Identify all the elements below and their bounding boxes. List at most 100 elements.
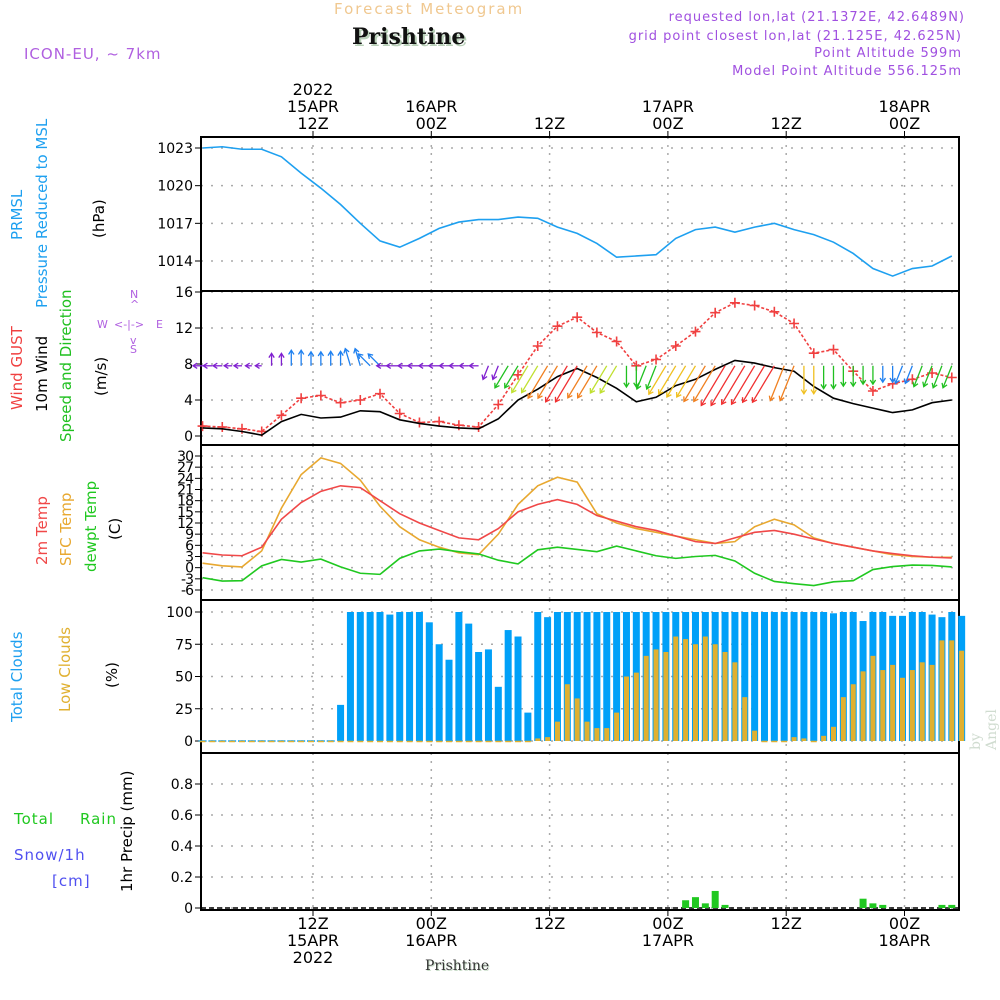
wind-arrow	[504, 365, 519, 389]
gust-marker	[355, 395, 366, 405]
rain-bar	[701, 903, 709, 908]
y-tick-label: 1017	[157, 216, 193, 232]
wind-arrow	[354, 348, 361, 366]
wind-arrow-head	[494, 382, 500, 389]
wind-arrow-head	[800, 389, 808, 396]
gust-marker	[611, 336, 622, 347]
y-tick-label: 21	[177, 483, 193, 499]
wind-arrow-head	[768, 395, 775, 402]
y-tick-label: 12	[177, 516, 193, 532]
wind-arrow	[648, 365, 667, 395]
wind-arrow-head	[491, 374, 498, 381]
low-cloud-bar	[594, 728, 600, 741]
low-cloud-bar	[791, 737, 797, 741]
y-tick-label: 16	[175, 285, 193, 301]
wind-arrow-head	[232, 362, 239, 370]
wind-arrow-head	[511, 387, 517, 394]
wind-arrow	[676, 365, 697, 398]
y-tick-label: 6	[185, 538, 194, 554]
top-year-label: 2022	[293, 80, 334, 99]
low-cloud-bar	[692, 644, 698, 741]
wind-arrow	[923, 365, 933, 387]
wind-arrow	[521, 365, 539, 393]
compass-rose: N ^ <-|-> W E v S	[90, 288, 163, 358]
wind-arrow-head	[327, 350, 334, 356]
y-tick-label: 30	[177, 449, 193, 465]
total-cloud-bar	[445, 659, 453, 741]
wind-arrow	[527, 365, 549, 399]
y-tick-label: 9	[185, 527, 193, 543]
total-cloud-bar	[455, 612, 463, 741]
wind-arrow	[494, 365, 509, 389]
total-cloud-bar	[376, 612, 384, 741]
compass-arrow-down-icon: v	[130, 334, 137, 347]
low-cloud-bar	[801, 738, 807, 741]
gust-marker	[769, 306, 780, 317]
bottom-x-tick-label: 12Z	[297, 914, 328, 933]
wind-arrow-head	[675, 391, 682, 399]
wind-arrow-head	[353, 347, 360, 354]
wind-arrow-head	[751, 397, 758, 404]
total-cloud-bar	[573, 612, 581, 741]
gust-marker	[552, 321, 563, 332]
wind-arrow	[942, 365, 953, 389]
wind-arrow	[769, 365, 785, 401]
wind-arrow-head	[931, 382, 938, 389]
low-cloud-bar	[584, 721, 590, 741]
top-x-tick-label: 16APR	[405, 97, 457, 116]
wind-arrow	[751, 365, 775, 403]
low-cloud-bar	[752, 730, 758, 741]
wind-arrow	[589, 365, 608, 394]
low-cloud-bar	[564, 684, 570, 741]
gust-marker	[710, 307, 721, 318]
low-cloud-bar	[604, 728, 610, 741]
wind-arrow	[567, 365, 588, 399]
wind-arrow-head	[438, 362, 444, 370]
wind-arrow-head	[357, 353, 364, 360]
bottom-x-tick-label: 2022	[293, 948, 334, 967]
wind-arrow-head	[849, 381, 857, 388]
low-cloud-bar	[653, 649, 659, 741]
wind-arrow-head	[254, 362, 260, 370]
low-cloud-bar	[683, 639, 689, 741]
model-label: ICON-EU, ~ 7km	[24, 45, 162, 63]
rain-bar	[859, 898, 867, 908]
total-cloud-bar	[583, 612, 591, 741]
top-x-tick-label: 00Z	[652, 114, 683, 133]
chart-subtitle: Forecast Meteogram	[334, 0, 525, 18]
gust-marker	[808, 348, 819, 359]
total-cloud-bar	[849, 612, 857, 741]
gust-marker	[315, 390, 326, 401]
wind-arrow-head	[504, 382, 510, 389]
bottom-x-tick-label: 18APR	[878, 931, 930, 950]
low-cloud-bar	[929, 664, 935, 741]
wind-arrow-head	[375, 362, 382, 370]
wind-arrow-head	[211, 362, 218, 370]
low-cloud-bar	[574, 698, 580, 741]
wind-arrow-head	[367, 353, 374, 360]
wind-arrow-head	[527, 393, 533, 400]
total-cloud-bar	[337, 704, 345, 741]
wind-arrow-head	[912, 381, 919, 388]
rain-bar	[691, 897, 699, 908]
rain-bar	[948, 904, 956, 908]
low-cloud-bar	[673, 636, 679, 741]
total-cloud-bar	[800, 612, 808, 741]
wind-arrow	[511, 365, 529, 393]
y-tick-label: 0.4	[171, 839, 193, 855]
total-cloud-bar	[425, 622, 433, 741]
gust-marker	[690, 326, 701, 337]
wind-arrow	[693, 365, 716, 402]
wind-arrow	[742, 365, 766, 403]
rain-bar	[938, 904, 946, 908]
y-tick-label: -3	[181, 572, 193, 588]
gust-marker	[867, 386, 878, 396]
top-x-tick-label: 15APR	[287, 97, 339, 116]
compass-west: W	[97, 318, 108, 331]
total-cloud-bar	[386, 614, 394, 741]
top-x-tick-label: 00Z	[889, 114, 920, 133]
y-tick-label: 50	[175, 670, 193, 686]
wind-arrow-head	[222, 362, 229, 370]
total-cloud-bar	[465, 623, 473, 741]
wind-arrow	[700, 365, 726, 406]
